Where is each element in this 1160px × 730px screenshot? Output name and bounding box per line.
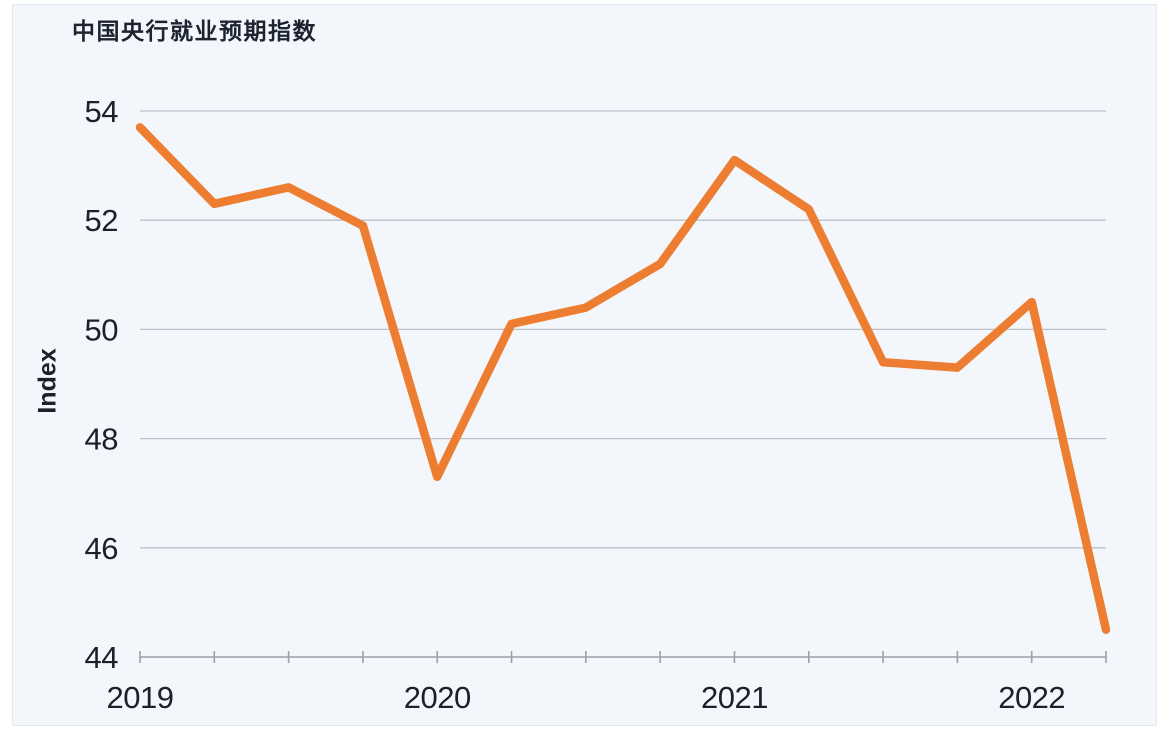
y-tick-label: 46 <box>85 531 118 566</box>
x-tick-label: 2020 <box>404 680 471 715</box>
y-tick-label: 52 <box>85 203 118 238</box>
y-tick-label: 48 <box>85 422 118 457</box>
x-tick-label: 2021 <box>701 680 768 715</box>
chart-title: 中国央行就业预期指数 <box>72 18 317 44</box>
data-line <box>135 123 1111 634</box>
y-tick-label: 54 <box>85 94 119 129</box>
x-tick-label: 2019 <box>107 680 174 715</box>
y-tick-label: 50 <box>85 312 119 347</box>
y-tick-label: 44 <box>85 640 119 675</box>
x-tick-label: 2022 <box>998 680 1065 715</box>
